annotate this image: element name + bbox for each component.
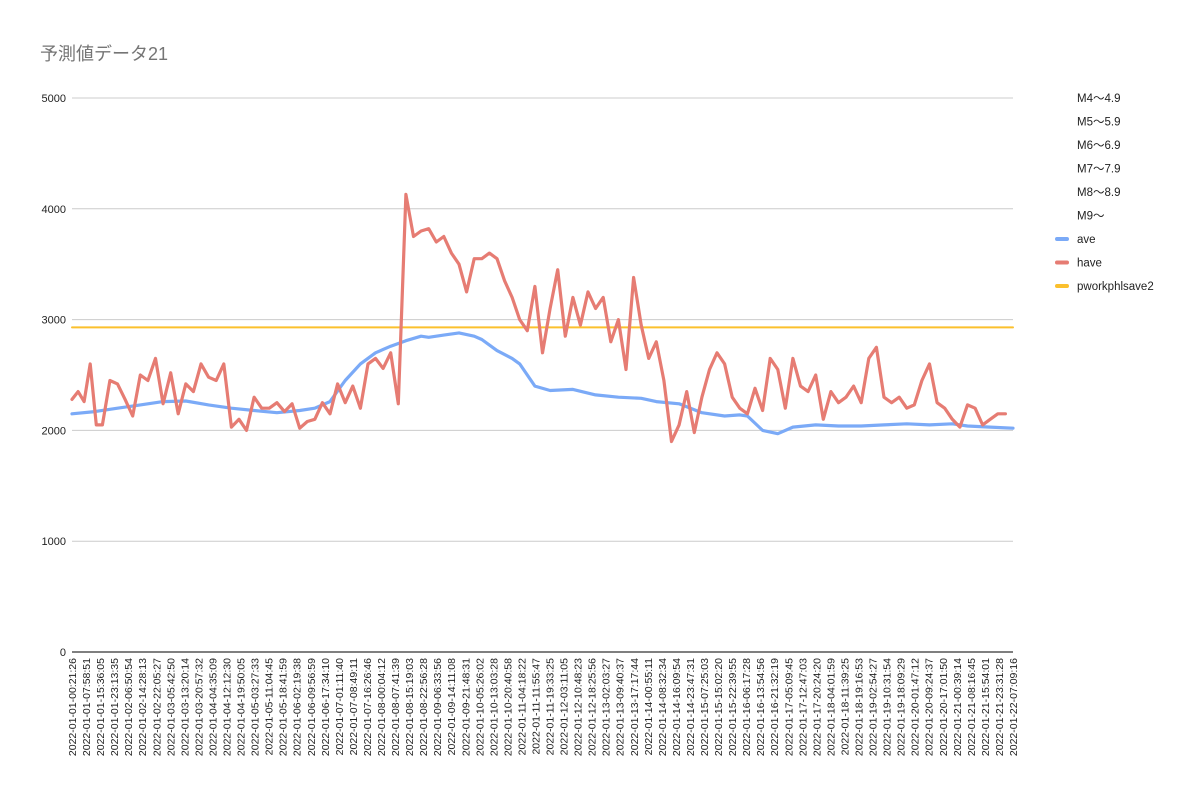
y-tick-label: 3000	[42, 315, 66, 327]
x-tick-label: 2022-01-18-19:16:53	[854, 658, 866, 756]
x-tick-label: 2022-01-09-06:33:56	[432, 658, 444, 756]
x-tick-label: 2022-01-01-23:13:35	[109, 658, 121, 756]
x-tick-label: 2022-01-16-13:54:56	[755, 658, 767, 756]
legend-item: M5〜5.9	[1077, 117, 1120, 129]
x-tick-label: 2022-01-11-04:18:22	[516, 658, 528, 755]
legend-item: ave	[1077, 234, 1096, 246]
x-tick-label: 2022-01-14-00:55:11	[643, 658, 655, 755]
x-tick-label: 2022-01-17-20:24:20	[811, 658, 823, 756]
x-tick-label: 2022-01-07-01:11:40	[334, 658, 346, 755]
gridlines	[72, 97, 1013, 653]
x-tick-label: 2022-01-08-00:04:12	[376, 658, 388, 756]
y-tick-label: 4000	[42, 204, 66, 216]
x-tick-label: 2022-01-10-13:03:28	[488, 658, 500, 756]
x-tick-label: 2022-01-05-03:27:33	[250, 658, 262, 756]
x-tick-label: 2022-01-04-04:35:09	[207, 658, 219, 756]
legend-item: M9〜	[1077, 211, 1105, 223]
x-tick-label: 2022-01-01-15:36:05	[95, 658, 107, 756]
y-axis-ticks: 0 1000 2000 3000 4000 5000	[42, 93, 66, 659]
x-tick-label: 2022-01-04-19:50:05	[236, 658, 248, 756]
x-tick-label: 2022-01-17-12:47:03	[797, 658, 809, 756]
x-tick-label: 2022-01-14-16:09:54	[671, 658, 683, 756]
x-tick-label: 2022-01-02-22:05:27	[151, 658, 163, 756]
x-tick-label: 2022-01-12-18:25:56	[587, 658, 599, 756]
x-tick-label: 2022-01-15-07:25:03	[699, 658, 711, 756]
x-tick-label: 2022-01-01-00:21:26	[67, 658, 79, 756]
x-tick-label: 2022-01-20-01:47:12	[910, 658, 922, 756]
chart-title: 予測値データ21	[40, 44, 169, 64]
series-lines	[70, 192, 1015, 444]
x-tick-label: 2022-01-20-17:01:50	[938, 658, 950, 756]
x-tick-label: 2022-01-02-06:50:54	[123, 658, 135, 756]
x-tick-label: 2022-01-10-05:26:02	[474, 658, 486, 756]
x-tick-label: 2022-01-16-21:32:19	[769, 658, 781, 756]
legend-item: M4〜4.9	[1077, 93, 1120, 105]
y-tick-label: 1000	[42, 536, 66, 548]
x-tick-label: 2022-01-05-11:04:45	[264, 658, 276, 755]
y-tick-label: 2000	[42, 425, 66, 437]
x-tick-label: 2022-01-14-08:32:34	[657, 658, 669, 756]
x-tick-label: 2022-01-09-14:11:08	[446, 658, 458, 755]
x-tick-label: 2022-01-03-13:20:14	[179, 658, 191, 756]
x-tick-label: 2022-01-21-00:39:14	[952, 658, 964, 756]
x-tick-label: 2022-01-13-02:03:27	[601, 658, 613, 756]
x-tick-label: 2022-01-10-20:40:58	[502, 658, 514, 756]
x-tick-label: 2022-01-08-07:41:39	[390, 658, 402, 756]
x-tick-label: 2022-01-09-21:48:31	[460, 658, 472, 756]
x-tick-label: 2022-01-14-23:47:31	[685, 658, 697, 756]
legend-item: have	[1077, 258, 1102, 270]
y-tick-label: 0	[60, 647, 66, 659]
series-line-have	[70, 192, 1007, 444]
x-tick-label: 2022-01-03-05:42:50	[165, 658, 177, 756]
x-tick-label: 2022-01-12-10:48:23	[573, 658, 585, 756]
x-tick-label: 2022-01-18-04:01:59	[825, 658, 837, 756]
x-tick-label: 2022-01-08-15:19:03	[404, 658, 416, 756]
x-tick-label: 2022-01-20-09:24:37	[924, 658, 936, 756]
x-tick-label: 2022-01-06-02:19:38	[292, 658, 304, 756]
x-tick-label: 2022-01-06-17:34:10	[320, 658, 332, 756]
x-tick-label: 2022-01-21-15:54:01	[980, 658, 992, 756]
x-tick-label: 2022-01-05-18:41:59	[278, 658, 290, 756]
x-axis-ticks: 2022-01-01-00:21:26 2022-01-01-07:58:51 20…	[67, 658, 1020, 756]
x-tick-label: 2022-01-08-22:56:28	[418, 658, 430, 756]
x-tick-label: 2022-01-06-09:56:59	[306, 658, 318, 756]
x-tick-label: 2022-01-21-08:16:45	[966, 658, 978, 756]
legend-item: M6〜6.9	[1077, 140, 1120, 152]
x-tick-label: 2022-01-15-15:02:20	[713, 658, 725, 756]
legend-item: M8〜8.9	[1077, 187, 1120, 199]
legend-item: M7〜7.9	[1077, 164, 1120, 176]
x-tick-label: 2022-01-13-09:40:37	[615, 658, 627, 756]
series-line-ave	[70, 331, 1015, 436]
x-tick-label: 2022-01-11-19:33:25	[545, 658, 557, 755]
x-tick-label: 2022-01-12-03:11:05	[559, 658, 571, 755]
y-tick-label: 5000	[42, 93, 66, 105]
legend: M4〜4.9 M5〜5.9 M6〜6.9 M7〜7.9 M8〜8.9 M9〜 ave have…	[1055, 93, 1154, 293]
x-tick-label: 2022-01-13-17:17:44	[629, 658, 641, 756]
x-tick-label: 2022-01-19-10:31:54	[882, 658, 894, 756]
x-tick-label: 2022-01-16-06:17:28	[741, 658, 753, 756]
x-tick-label: 2022-01-15-22:39:55	[727, 658, 739, 756]
x-tick-label: 2022-01-03-20:57:32	[193, 658, 205, 756]
x-tick-label: 2022-01-02-14:28:13	[137, 658, 149, 756]
x-tick-label: 2022-01-01-07:58:51	[81, 658, 93, 756]
x-tick-label: 2022-01-17-05:09:45	[783, 658, 795, 756]
x-tick-label: 2022-01-11-11:55:47	[530, 658, 542, 755]
x-tick-label: 2022-01-07-08:49:11	[348, 658, 360, 755]
x-tick-label: 2022-01-22-07:09:16	[1008, 658, 1020, 756]
x-tick-label: 2022-01-04-12:12:30	[221, 658, 233, 756]
x-tick-label: 2022-01-19-02:54:27	[868, 658, 880, 756]
x-tick-label: 2022-01-21-23:31:28	[994, 658, 1006, 756]
x-tick-label: 2022-01-19-18:09:29	[896, 658, 908, 756]
legend-item: pworkphlsave2	[1077, 281, 1154, 293]
x-tick-label: 2022-01-07-16:26:46	[362, 658, 374, 756]
x-tick-label: 2022-01-18-11:39:25	[839, 658, 851, 755]
